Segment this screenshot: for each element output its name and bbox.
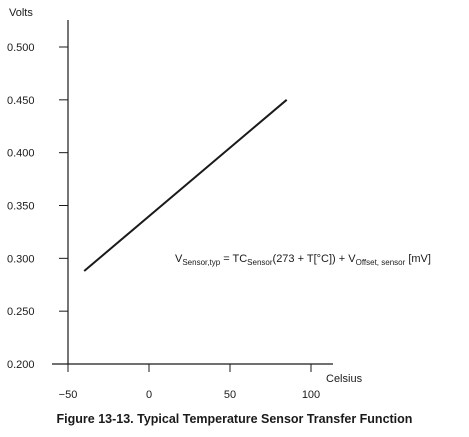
series-line xyxy=(83,99,288,272)
equation-part: = TC xyxy=(220,253,247,265)
y-tick-label: 0.400 xyxy=(7,148,35,160)
equation-part: [mV] xyxy=(405,253,431,265)
x-ticks: −50 0 50 100 xyxy=(59,364,320,401)
series-group xyxy=(83,99,288,272)
y-tick-label: 0.450 xyxy=(7,95,35,107)
y-tick-label: 0.350 xyxy=(7,201,35,213)
equation-part: (273 + T[°C]) + V xyxy=(273,253,357,265)
x-axis-label: Celsius xyxy=(326,373,363,385)
equation-subscript: Offset, sensor xyxy=(356,258,406,267)
figure-caption: Figure 13-13. Typical Temperature Sensor… xyxy=(56,412,413,426)
y-tick-label: 0.500 xyxy=(7,42,35,54)
y-tick-label: 0.300 xyxy=(7,253,35,265)
x-tick-label: 50 xyxy=(224,389,236,401)
equation-subscript: Sensor,typ xyxy=(182,258,220,267)
transfer-equation: VSensor,typ = TCSensor(273 + T[°C]) + VO… xyxy=(175,253,431,267)
y-tick-label: 0.200 xyxy=(7,359,35,371)
y-ticks: 0.200 0.250 0.300 0.350 0.400 0.450 0.500 xyxy=(7,42,68,371)
equation-part: V xyxy=(175,253,183,265)
y-axis-label: Volts xyxy=(9,7,33,19)
y-tick-label: 0.250 xyxy=(7,306,35,318)
x-tick-label: 0 xyxy=(146,389,152,401)
equation-subscript: Sensor xyxy=(247,258,273,267)
x-tick-label: 100 xyxy=(302,389,320,401)
x-tick-label: −50 xyxy=(59,389,78,401)
